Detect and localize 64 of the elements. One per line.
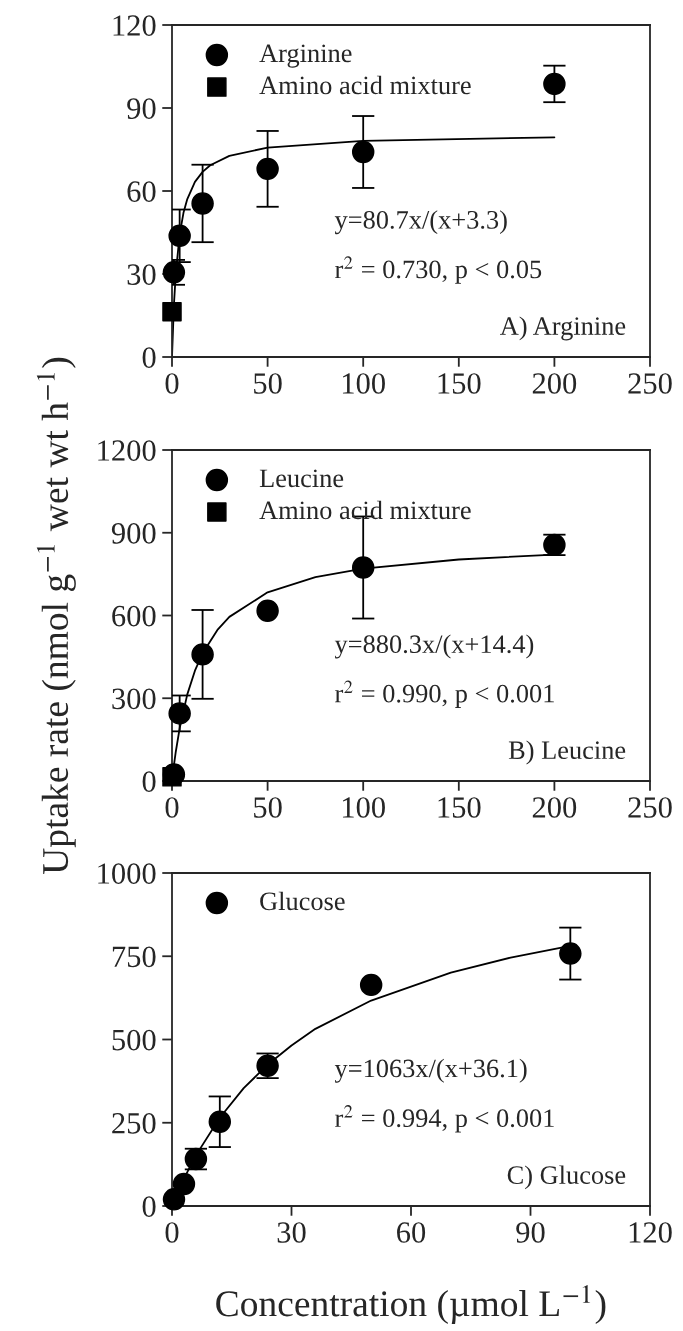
annotation: A) Arginine [500,316,626,341]
x-tick-label: 100 [342,373,385,394]
y-tick-label: 750 [112,946,156,968]
point [191,192,214,215]
x-tick-label: 0 [165,373,179,394]
annotation: B) Leucine [508,740,626,765]
legend-label: Leucine [259,469,344,488]
x-tick-label: 200 [532,797,577,818]
annotation: r$^{2}$ = 0.730, p < 0.05 [335,256,542,284]
point [256,157,279,181]
y-tick-label: 250 [112,1113,156,1134]
point [351,140,375,164]
x-tick-label: 120 [629,1222,672,1243]
point [191,643,214,666]
annotation: r$^{2}$ = 0.994, p < 0.001 [335,1105,554,1133]
x-tick-label: 50 [254,797,282,818]
x-tick-label: 150 [438,373,481,394]
x-axis-title: Concentration (µmol L$^{−1}$) [216,1285,606,1325]
x-tick-label: 200 [532,373,577,394]
x-tick-label: 0 [165,1222,179,1243]
point [162,1188,186,1211]
y-axis-title: Uptake rate (nmol g$^{−1}$ wet wt h$^{−1}$) [36,357,76,875]
y-tick-label: 0 [142,1196,156,1217]
point [168,702,191,725]
legend-label: Arginine [259,44,352,68]
x-tick-label: 0 [165,797,179,818]
y-tick-label: 900 [111,523,156,544]
annotation: C) Glucose [507,1165,626,1190]
point [351,556,375,579]
y-tick-label: 30 [127,264,156,285]
y-tick-label: 0 [142,771,156,792]
legend-label: Amino acid mixture [259,500,471,520]
annotation: r$^{2}$ = 0.990, p < 0.001 [335,680,554,708]
y-tick-label: 90 [127,98,156,119]
x-tick-label: 60 [397,1222,426,1243]
point [208,1110,232,1133]
x-tick-label: 250 [628,797,672,818]
point [559,942,582,965]
point [256,599,279,623]
x-tick-label: 50 [254,373,282,394]
x-tick-label: 250 [628,373,672,394]
annotation: y=1063x/(x+36.1) [334,1058,527,1083]
y-tick-label: 120 [113,15,156,36]
point [172,1172,196,1196]
point [543,72,566,96]
y-tick-label: 1000 [98,863,156,884]
y-tick-label: 0 [142,347,156,368]
y-tick-label: 500 [112,1029,156,1051]
y-tick-label: 600 [112,605,156,627]
legend-label: Amino acid mixture [259,75,471,95]
annotation: y=880.3x/(x+14.4) [334,634,534,659]
point [162,261,186,284]
x-tick-label: 100 [342,797,385,818]
point [162,301,182,322]
point [359,973,383,997]
x-tick-label: 30 [277,1222,306,1243]
point [168,224,191,248]
legend-label: Glucose [260,891,345,911]
y-tick-label: 60 [127,181,156,202]
annotation: y=80.7x/(x+3.3) [334,210,507,235]
y-tick-label: 300 [112,688,156,710]
y-tick-label: 1200 [98,440,156,461]
x-tick-label: 90 [516,1222,545,1243]
x-tick-label: 150 [438,797,481,818]
